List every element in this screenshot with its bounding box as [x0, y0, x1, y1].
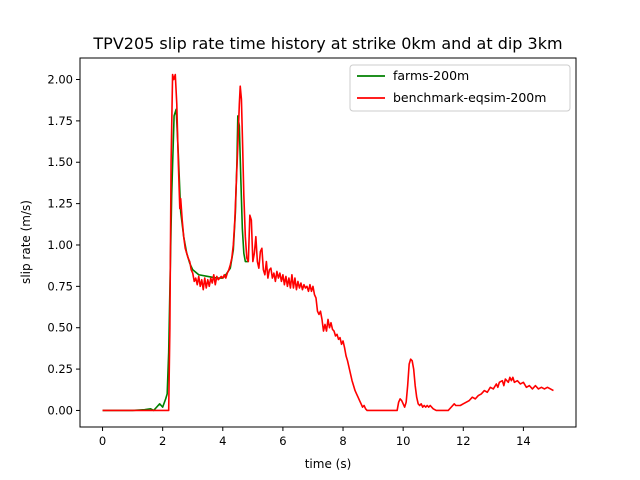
- x-tick-label: 12: [456, 434, 471, 448]
- legend: farms-200m benchmark-eqsim-200m: [349, 64, 571, 112]
- chart-title: TPV205 slip rate time history at strike …: [92, 34, 562, 53]
- y-tick-label: 0.75: [47, 279, 73, 293]
- y-tick-label: 1.75: [47, 114, 73, 128]
- x-tick-label: 4: [219, 434, 226, 448]
- x-tick-label: 8: [339, 434, 346, 448]
- x-tick-label: 6: [279, 434, 286, 448]
- y-tick-label: 1.25: [47, 197, 73, 211]
- x-axis-ticks: 0 2 4 6 8 10 12 14: [99, 427, 531, 448]
- y-tick-label: 0.00: [47, 403, 73, 417]
- legend-label-farms: farms-200m: [393, 68, 469, 83]
- x-tick-label: 2: [159, 434, 166, 448]
- y-axis-label: slip rate (m/s): [19, 200, 33, 284]
- legend-box: [349, 64, 571, 112]
- x-tick-label: 10: [396, 434, 411, 448]
- plot-frame: [79, 57, 577, 428]
- y-tick-label: 0.25: [47, 362, 73, 376]
- series-line-1: [102, 73, 554, 412]
- series-layer: [102, 73, 554, 412]
- y-tick-label: 1.00: [47, 238, 73, 252]
- y-tick-label: 0.50: [47, 321, 73, 335]
- x-axis-label: time (s): [305, 457, 352, 471]
- x-tick-label: 0: [99, 434, 106, 448]
- legend-label-benchmark: benchmark-eqsim-200m: [393, 90, 546, 105]
- x-tick-label: 14: [516, 434, 531, 448]
- y-tick-label: 1.50: [47, 155, 73, 169]
- plot-area: 0 2 4 6 8 10 12 14 0.00 0.25 0.50 0.75 1.00 1.25 1.50…: [47, 57, 577, 448]
- y-axis-ticks: 0.00 0.25 0.50 0.75 1.00 1.25 1.50 1.75 2.00: [47, 73, 80, 417]
- y-tick-label: 2.00: [47, 73, 73, 87]
